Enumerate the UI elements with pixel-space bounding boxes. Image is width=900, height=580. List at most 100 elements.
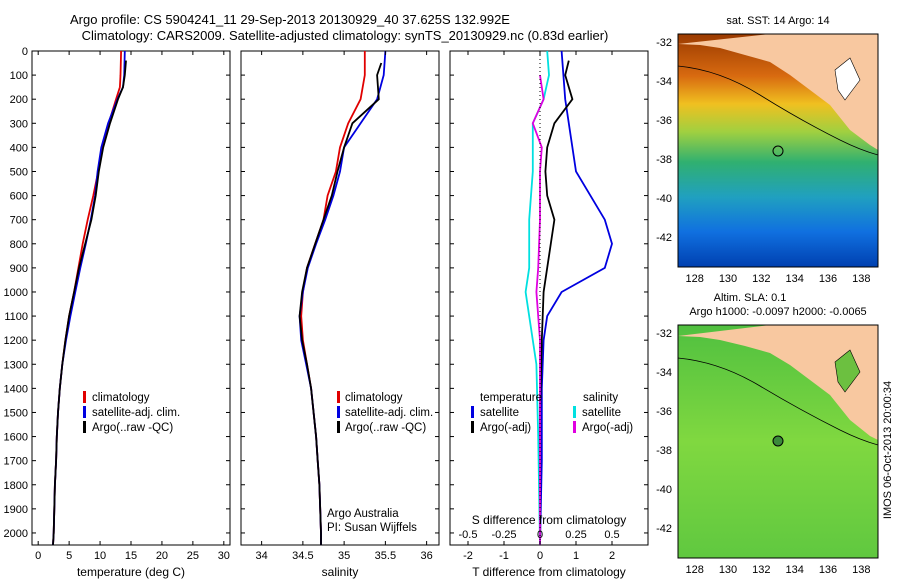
x-tick-label: 5 xyxy=(66,550,72,562)
series-line xyxy=(52,60,127,546)
x-tick-label: 36 xyxy=(421,550,433,562)
legend-t-satellite: satellite xyxy=(480,407,519,419)
legend-title-salinity: salinity xyxy=(583,392,618,404)
legend-swatch-s-argo xyxy=(573,421,576,433)
sst-map xyxy=(677,33,879,268)
depth-axis: 0 100 200 300 400 500 600 700 800 900 1000 1100 1200… xyxy=(4,46,648,540)
sla-map-title-1: Altim. SLA: 0.1 xyxy=(714,292,787,304)
series-line xyxy=(539,60,574,545)
sst-map-ticks: 128 130 132 134 136 138 -32 -34 -36 -38 -40 -42 xyxy=(656,37,870,285)
sla-map-ticks: 128 130 132 134 136 138 -32 -34 -36 -38 -40 -42 xyxy=(656,328,870,576)
gulf-spencer xyxy=(834,57,861,101)
legend-swatch-s-satellite xyxy=(573,406,576,418)
lon-tick-label: 138 xyxy=(852,564,870,576)
depth-tick-label: 700 xyxy=(10,215,28,227)
legend-swatch-argo xyxy=(83,421,86,433)
legend-swatch-climatology xyxy=(337,391,340,403)
sla-map-frame xyxy=(677,324,879,559)
lat-tick-label: -40 xyxy=(656,193,672,205)
lat-tick-label: -38 xyxy=(656,445,672,457)
depth-tick-label: 2000 xyxy=(4,528,28,540)
temperature-plot: 0 5 10 15 20 25 30 xyxy=(35,50,230,562)
gulf-spencer xyxy=(834,349,861,393)
x-tick-label: -1 xyxy=(499,550,509,562)
series-line xyxy=(52,50,122,546)
depth-tick-label: 1400 xyxy=(4,383,28,395)
salinity-legend: climatology satellite-adj. clim. Argo(..… xyxy=(327,391,433,534)
salinity-plot: 34 34.5 35 35.5 36 xyxy=(256,50,433,562)
depth-tick-label: 500 xyxy=(10,166,28,178)
shelf-contour xyxy=(677,65,879,156)
s-tick-label: -0.5 xyxy=(459,529,478,541)
annotation-argo-australia: Argo Australia xyxy=(327,508,399,520)
s-difference-xlabel: S difference from climatology xyxy=(472,513,627,527)
depth-tick-label: 600 xyxy=(10,191,28,203)
temperature-axes xyxy=(31,50,231,546)
lon-tick-label: 130 xyxy=(719,564,737,576)
depth-tick-label: 1200 xyxy=(4,335,28,347)
depth-tick-label: 900 xyxy=(10,263,28,275)
x-tick-label: 25 xyxy=(187,550,199,562)
annotation-pi: PI: Susan Wijffels xyxy=(327,522,417,534)
title-line-2: Climatology: CARS2009. Satellite-adjuste… xyxy=(82,28,609,43)
x-tick-label: 10 xyxy=(94,550,106,562)
lat-tick-label: -32 xyxy=(656,37,672,49)
lat-tick-label: -36 xyxy=(656,406,672,418)
legend-climatology: climatology xyxy=(345,392,403,404)
legend-argo: Argo(..raw -QC) xyxy=(345,422,426,434)
argo-position-marker xyxy=(772,145,784,157)
legend-swatch-argo xyxy=(337,421,340,433)
depth-tick-label: 1300 xyxy=(4,359,28,371)
series-line xyxy=(298,62,383,545)
legend-climatology: climatology xyxy=(92,392,150,404)
lon-tick-label: 138 xyxy=(852,273,870,285)
x-tick-label: 35.5 xyxy=(375,550,396,562)
salinity-axes xyxy=(240,50,440,546)
depth-tick-label: 800 xyxy=(10,239,28,251)
x-tick-label: 1 xyxy=(573,550,579,562)
land-australia xyxy=(678,34,878,150)
x-tick-label: -2 xyxy=(463,550,473,562)
lat-tick-label: -32 xyxy=(656,328,672,340)
difference-axes xyxy=(449,50,649,546)
legend-swatch-satellite xyxy=(83,406,86,418)
lat-tick-label: -42 xyxy=(656,523,672,535)
x-tick-label: 20 xyxy=(156,550,168,562)
salinity-xlabel: salinity xyxy=(322,565,359,579)
depth-tick-label: 1600 xyxy=(4,432,28,444)
x-tick-label: 34.5 xyxy=(292,550,313,562)
x-tick-label: 0 xyxy=(35,550,41,562)
sst-map-title: sat. SST: 14 Argo: 14 xyxy=(726,15,829,27)
x-tick-label: 15 xyxy=(125,550,137,562)
lon-tick-label: 132 xyxy=(752,273,770,285)
depth-tick-label: 300 xyxy=(10,118,28,130)
temperature-xlabel: temperature (deg C) xyxy=(77,565,185,579)
lat-tick-label: -42 xyxy=(656,232,672,244)
depth-tick-label: 200 xyxy=(10,94,28,106)
x-tick-label: 34 xyxy=(256,550,268,562)
legend-swatch-t-argo xyxy=(471,421,474,433)
sla-map-title-2: Argo h1000: -0.0097 h2000: -0.0065 xyxy=(689,306,866,318)
lat-tick-label: -36 xyxy=(656,115,672,127)
legend-swatch-satellite xyxy=(337,406,340,418)
x-tick-label: 30 xyxy=(218,550,230,562)
lat-tick-label: -38 xyxy=(656,154,672,166)
depth-tick-label: 0 xyxy=(22,46,28,58)
argo-position-marker xyxy=(772,435,784,447)
depth-tick-label: 1800 xyxy=(4,480,28,492)
lon-tick-label: 134 xyxy=(785,273,803,285)
sla-map xyxy=(677,324,879,559)
lon-tick-label: 130 xyxy=(719,273,737,285)
legend-satellite: satellite-adj. clim. xyxy=(92,407,180,419)
legend-s-satellite: satellite xyxy=(582,407,621,419)
series-line xyxy=(300,51,366,545)
sst-map-frame xyxy=(677,33,879,268)
lon-tick-label: 132 xyxy=(752,564,770,576)
depth-tick-label: 1100 xyxy=(4,311,28,323)
legend-s-argo: Argo(-adj) xyxy=(582,422,633,434)
s-tick-label: 0.25 xyxy=(565,529,586,541)
lat-tick-label: -34 xyxy=(656,76,672,88)
lon-tick-label: 128 xyxy=(685,273,703,285)
